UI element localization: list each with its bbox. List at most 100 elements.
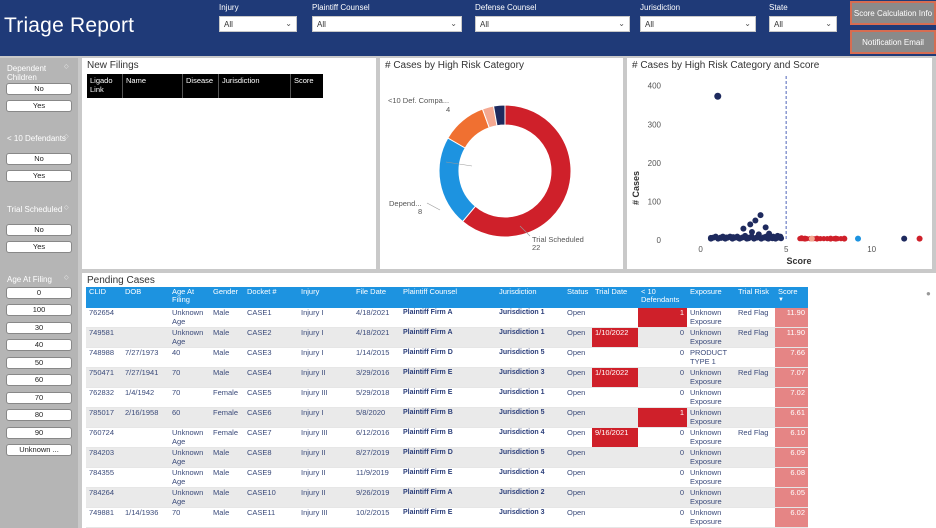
table-row[interactable]: 749581 Unknown Age Male CASE2 Injury I 4/18/2… — [86, 327, 808, 349]
slicer-option-age[interactable]: 50 — [6, 357, 72, 369]
table-row[interactable]: 784203 Unknown Age Male CASE8 Injury II 8/27/… — [86, 447, 808, 469]
slicer-option-age[interactable]: 80 — [6, 409, 72, 421]
scatter-point[interactable] — [752, 217, 759, 224]
table-cell: 7.07 — [775, 367, 808, 389]
scatter-point[interactable] — [757, 212, 764, 219]
table-cell: 7/27/1941 — [122, 367, 169, 389]
slicer-option-age[interactable]: 0 — [6, 287, 72, 299]
scatter-point[interactable] — [777, 233, 784, 240]
slicer-option-trial-yes[interactable]: Yes — [6, 241, 72, 253]
table-cell: Injury III — [298, 507, 353, 528]
column-header[interactable]: Docket # — [244, 287, 298, 308]
column-header[interactable]: File Date — [353, 287, 400, 308]
table-row[interactable]: 785017 2/16/1958 60 Female CASE6 Injury I 5/8/… — [86, 407, 808, 429]
table-row[interactable]: 762654 Unknown Age Male CASE1 Injury I 4/18/2… — [86, 308, 808, 329]
column-header[interactable]: Score — [294, 76, 314, 85]
table-cell: Open — [564, 487, 592, 509]
column-header[interactable]: Ligado Link — [87, 74, 123, 98]
scatter-point[interactable] — [855, 235, 862, 242]
scatter-point[interactable] — [762, 224, 769, 231]
table-cell: Female — [210, 407, 244, 429]
donut-slice[interactable] — [447, 108, 490, 149]
slicer-option-age-unknown[interactable]: Unknown ... — [6, 444, 72, 456]
table-row[interactable]: 784355 Unknown Age Male CASE9 Injury II 11/9/… — [86, 467, 808, 489]
scatter-point[interactable] — [901, 235, 908, 242]
eraser-icon[interactable]: ◇ — [64, 64, 69, 70]
donut-slice[interactable] — [438, 137, 477, 223]
donut-slice[interactable] — [492, 104, 506, 127]
slicer-option-age[interactable]: 40 — [6, 339, 72, 351]
table-row[interactable]: 760724 Unknown Age Female CASE7 Injury III 6/… — [86, 427, 808, 449]
dropdown-value: All — [774, 20, 783, 29]
scatter-point[interactable] — [748, 229, 755, 236]
column-header[interactable]: Gender — [210, 287, 244, 308]
state-dropdown[interactable]: All ⌄ — [769, 16, 837, 32]
donut-chart-title: # Cases by High Risk Category — [385, 60, 524, 71]
slicer-option-age[interactable]: 60 — [6, 374, 72, 386]
defense-counsel-dropdown[interactable]: All ⌄ — [475, 16, 630, 32]
column-header[interactable]: Jurisdiction — [496, 287, 564, 308]
table-cell: 784203 — [86, 447, 122, 469]
column-header[interactable]: Score ▼ — [775, 287, 808, 308]
column-header[interactable]: DOB — [122, 287, 169, 308]
scatter-point[interactable] — [916, 235, 923, 242]
slicer-option-dependent-no[interactable]: No — [6, 83, 72, 95]
scatter-point[interactable] — [808, 235, 815, 242]
column-header[interactable]: Disease — [183, 74, 219, 98]
slicer-panel: Dependent Children ◇ No Yes < 10 Defenda… — [0, 58, 78, 528]
table-cell: Injury I — [298, 308, 353, 329]
table-row[interactable]: 784264 Unknown Age Male CASE10 Injury II 9/26… — [86, 487, 808, 509]
table-cell: Open — [564, 407, 592, 429]
slicer-option-dependent-yes[interactable]: Yes — [6, 100, 72, 112]
table-cell: 7/27/1973 — [122, 347, 169, 369]
scatter-point[interactable] — [841, 236, 847, 242]
table-cell: 1/10/2022 — [592, 327, 638, 349]
column-header[interactable]: Status — [564, 287, 592, 308]
table-cell: Jurisdiction 5 — [496, 347, 564, 369]
injury-dropdown[interactable]: All ⌄ — [219, 16, 297, 32]
table-row[interactable]: 748988 7/27/1973 40 Male CASE3 Injury I 1/14/2… — [86, 347, 808, 369]
slicer-option-age[interactable]: 100 — [6, 304, 72, 316]
eraser-icon[interactable]: ◇ — [64, 134, 69, 140]
column-header[interactable]: CLID — [86, 287, 122, 308]
slicer-option-trial-no[interactable]: No — [6, 224, 72, 236]
table-cell: 0 — [638, 447, 687, 469]
column-header[interactable]: Name — [123, 74, 183, 98]
jurisdiction-dropdown[interactable]: All ⌄ — [640, 16, 756, 32]
column-header[interactable]: Plaintiff Counsel — [400, 287, 496, 308]
score-calculation-info-button[interactable]: Score Calculation Info — [850, 1, 936, 25]
donut-slice[interactable] — [461, 104, 572, 238]
new-filings-title: New Filings — [87, 60, 139, 71]
table-cell: Jurisdiction 4 — [496, 427, 564, 449]
column-header[interactable]: Jurisdiction — [219, 74, 291, 98]
column-header[interactable]: Age At Filing — [169, 287, 210, 308]
column-header[interactable]: Trial Risk — [735, 287, 775, 308]
table-row[interactable]: 750471 7/27/1941 70 Male CASE4 Injury II 3/29/… — [86, 367, 808, 389]
table-cell: CASE9 — [244, 467, 298, 489]
column-header[interactable]: Exposure — [687, 287, 735, 308]
column-header[interactable]: < 10 Defendants — [638, 287, 687, 308]
scatter-point[interactable] — [714, 92, 722, 100]
slicer-option-defendants-no[interactable]: No — [6, 153, 72, 165]
scatter-point[interactable] — [747, 221, 754, 228]
column-header[interactable]: Injury — [298, 287, 353, 308]
notification-email-button[interactable]: Notification Email — [850, 30, 936, 54]
table-cell: Plaintiff Firm E — [400, 467, 496, 489]
slicer-option-age[interactable]: 90 — [6, 427, 72, 439]
table-cell: Injury II — [298, 467, 353, 489]
table-cell: 3/29/2016 — [353, 367, 400, 389]
table-row[interactable]: 749881 1/14/1936 70 Male CASE11 Injury III 10/… — [86, 507, 808, 528]
column-header[interactable]: Trial Date — [592, 287, 638, 308]
scatter-point[interactable] — [740, 225, 747, 232]
slicer-option-age[interactable]: 70 — [6, 392, 72, 404]
eraser-icon[interactable]: ◇ — [64, 275, 69, 281]
table-cell: Injury II — [298, 447, 353, 469]
table-cell: 8/27/2019 — [353, 447, 400, 469]
eraser-icon[interactable]: ◇ — [64, 205, 69, 211]
slicer-option-age[interactable]: 30 — [6, 322, 72, 334]
sort-descending-icon[interactable]: ▼ — [778, 297, 784, 303]
plaintiff-counsel-dropdown[interactable]: All ⌄ — [312, 16, 462, 32]
scrollbar-thumb[interactable]: ● — [926, 289, 931, 298]
table-row[interactable]: 762832 1/4/1942 70 Female CASE5 Injury III 5/2… — [86, 387, 808, 409]
slicer-option-defendants-yes[interactable]: Yes — [6, 170, 72, 182]
